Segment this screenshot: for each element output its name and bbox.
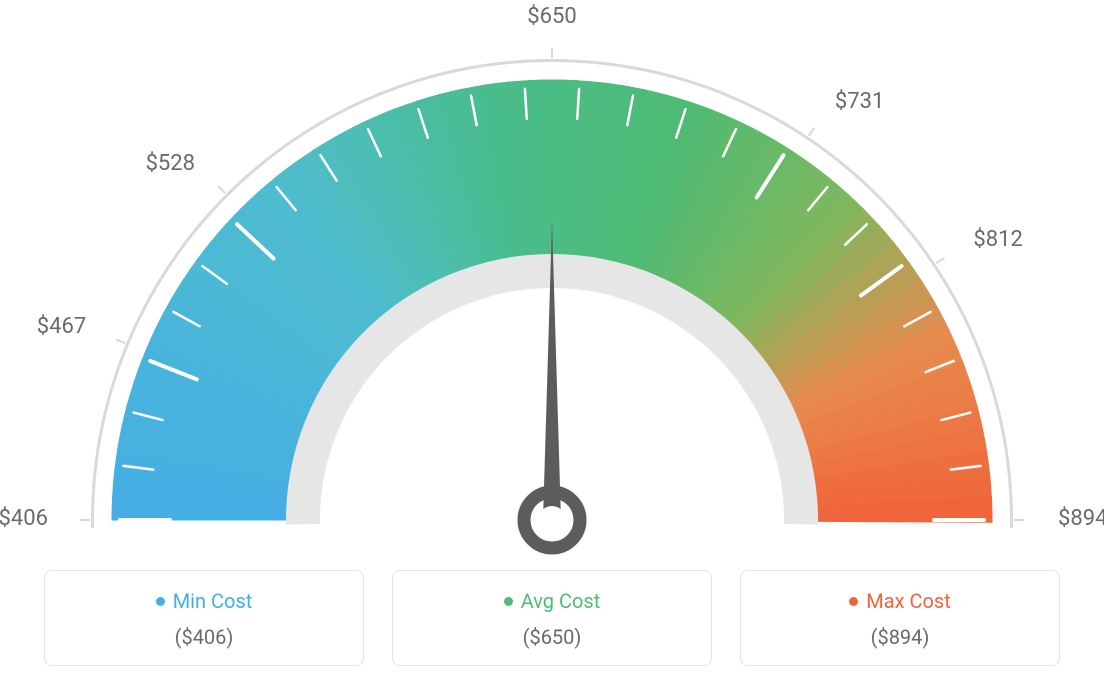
legend-card-max: Max Cost ($894)	[740, 570, 1060, 666]
legend-title-max: Max Cost	[849, 589, 951, 613]
legend-label-min: Min Cost	[173, 589, 253, 613]
legend-label-avg: Avg Cost	[521, 589, 601, 613]
legend-title-avg: Avg Cost	[504, 589, 601, 613]
gauge-svg	[32, 20, 1072, 580]
legend-card-avg: Avg Cost ($650)	[392, 570, 712, 666]
legend-dot-avg	[504, 597, 513, 606]
gauge-tick-label: $812	[973, 227, 1022, 252]
gauge-tick-label: $467	[26, 314, 86, 339]
legend-title-min: Min Cost	[156, 589, 253, 613]
gauge-tick-label: $731	[835, 89, 884, 114]
cost-gauge: $406 $467 $528 $650 $731 $812 $894	[0, 0, 1104, 560]
gauge-tick-label: $406	[0, 506, 48, 531]
gauge-tick-label: $528	[135, 151, 195, 176]
legend-value-avg: ($650)	[403, 625, 701, 649]
legend-card-min: Min Cost ($406)	[44, 570, 364, 666]
gauge-tick-label: $650	[522, 4, 582, 29]
legend-row: Min Cost ($406) Avg Cost ($650) Max Cost…	[0, 570, 1104, 666]
legend-label-max: Max Cost	[866, 589, 951, 613]
legend-value-max: ($894)	[751, 625, 1049, 649]
legend-value-min: ($406)	[55, 625, 353, 649]
gauge-tick-label: $894	[1058, 506, 1104, 531]
legend-dot-min	[156, 597, 165, 606]
legend-dot-max	[849, 597, 858, 606]
